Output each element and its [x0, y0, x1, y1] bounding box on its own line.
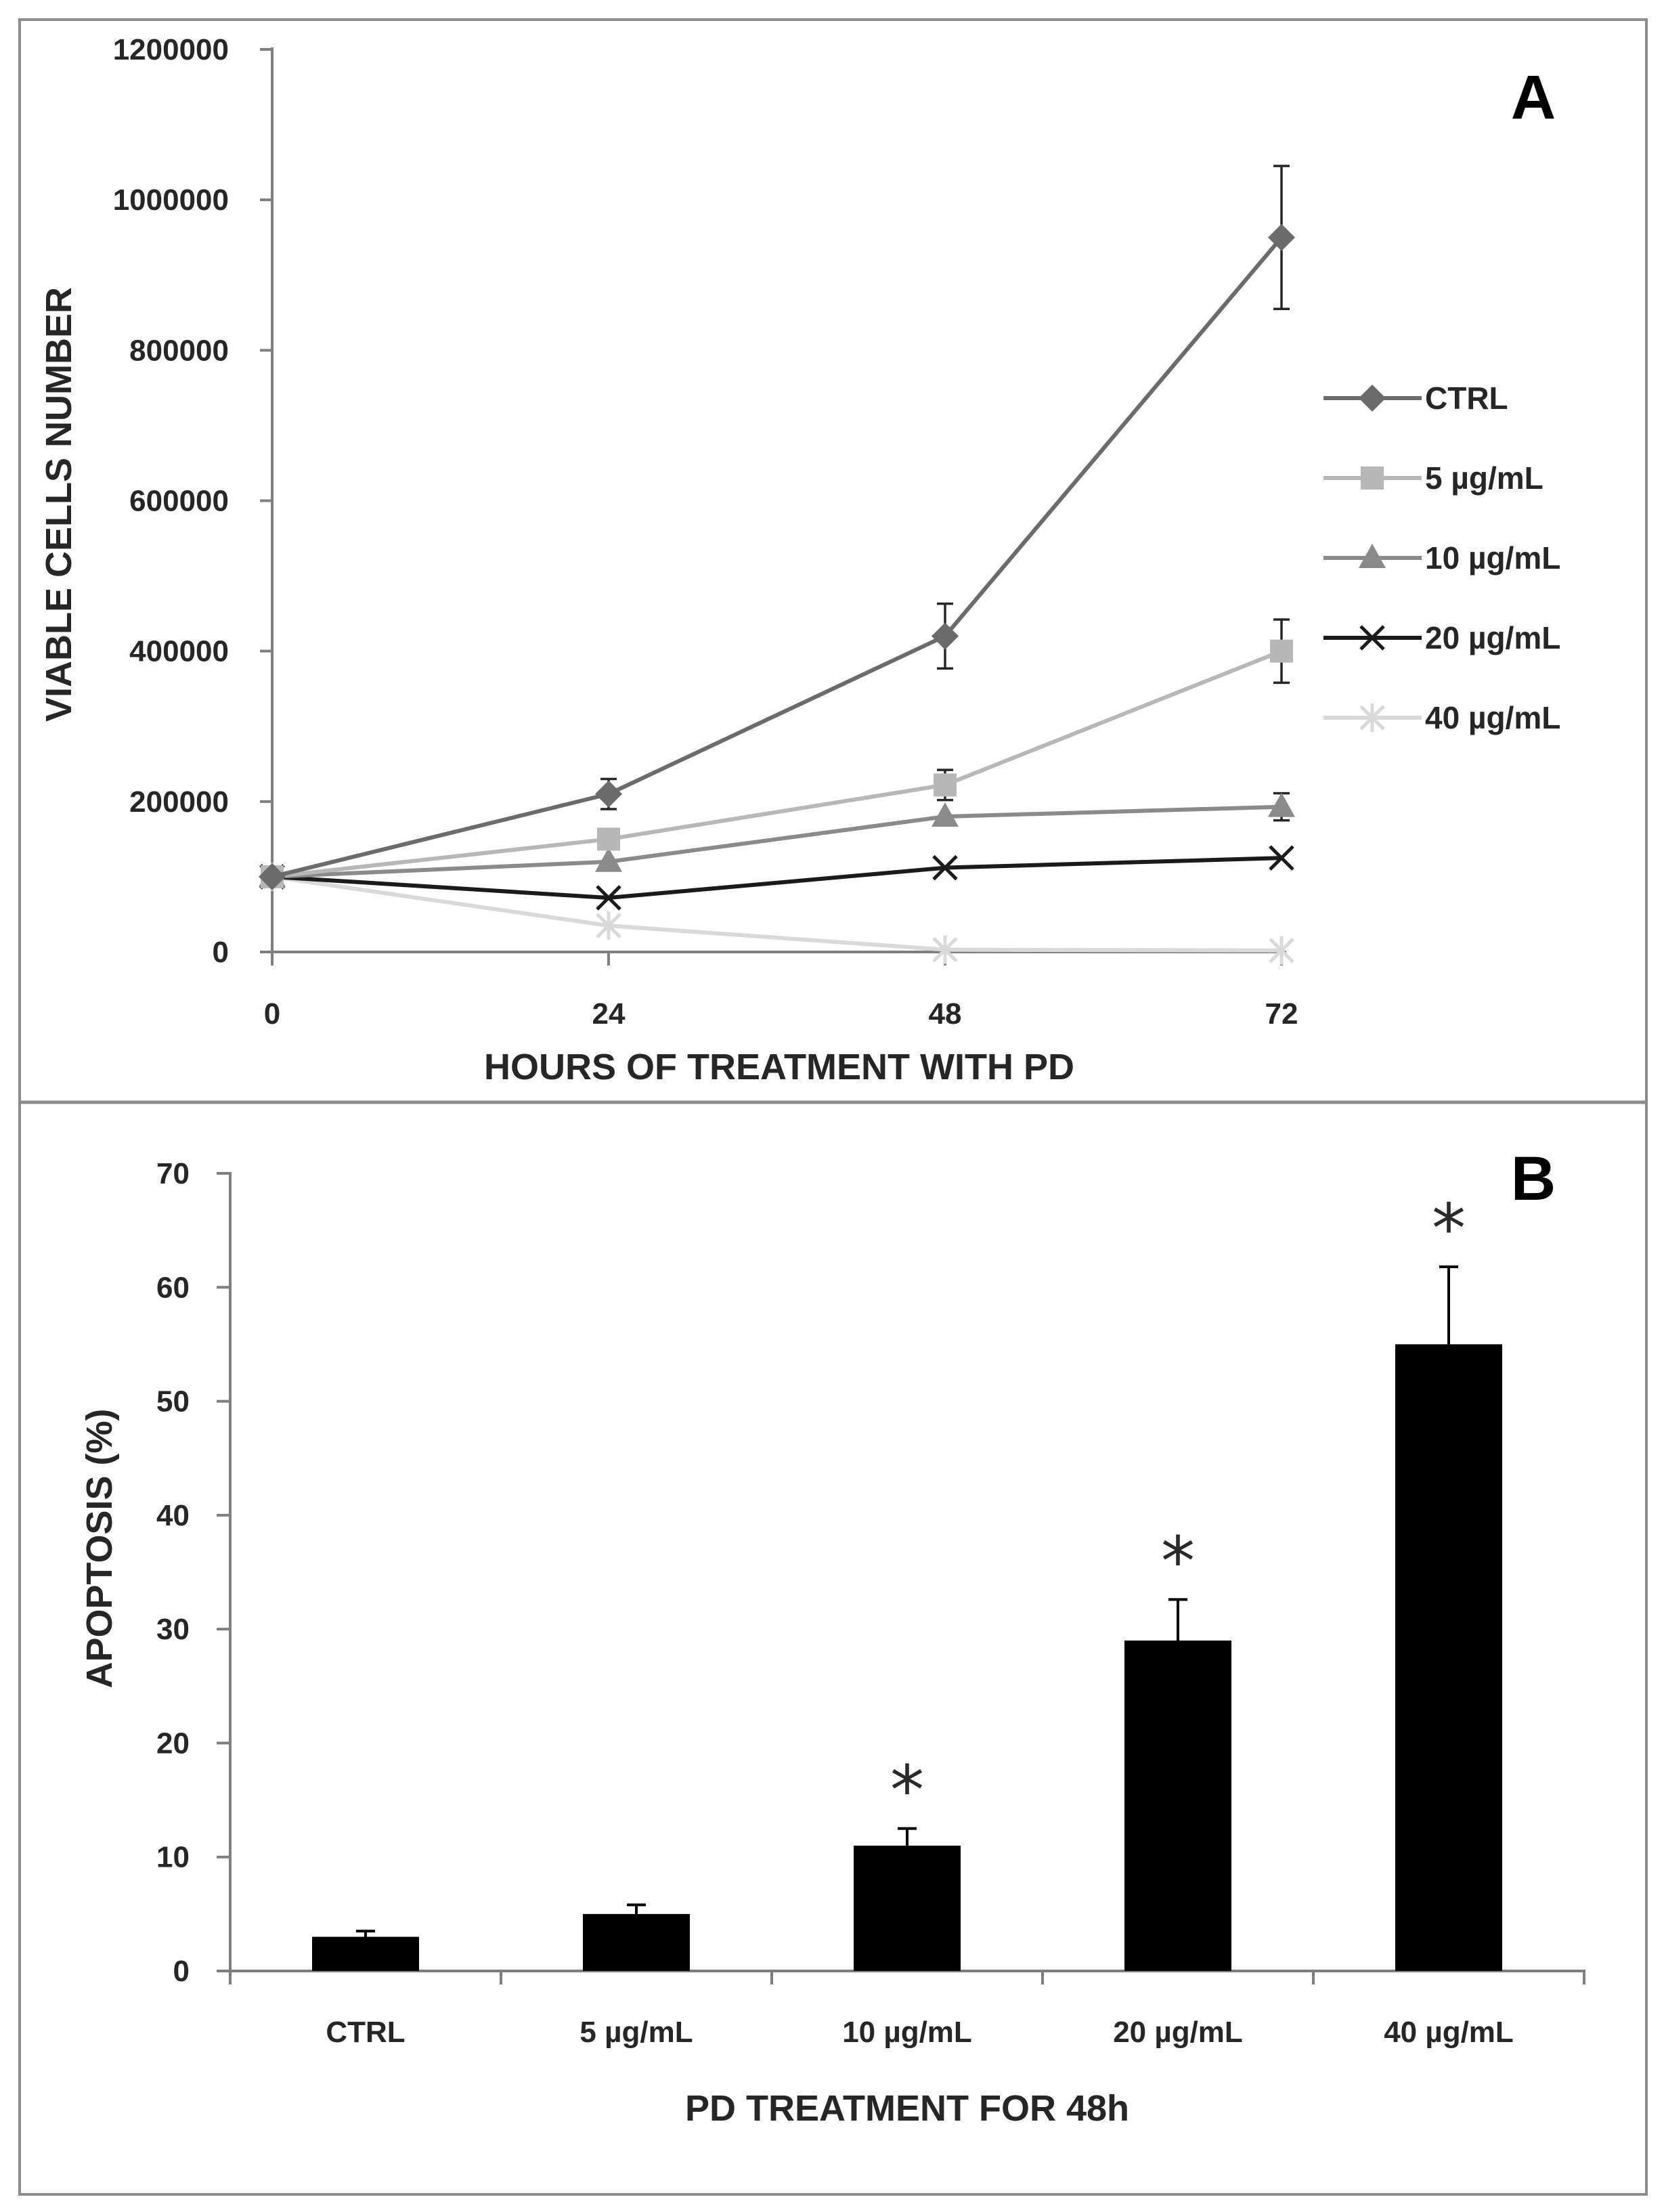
figure-border [18, 18, 1648, 2196]
panel-a-y-tick-label: 800000 [129, 334, 229, 367]
panel-b-y-tick-label: 70 [156, 1157, 190, 1190]
panel-a-legend-label: 10 µg/mL [1425, 540, 1560, 576]
panel-b-x-tick-label: 40 µg/mL [1384, 2016, 1514, 2049]
panel-a-legend-label: 5 µg/mL [1425, 460, 1543, 496]
panel-a-data-point [595, 847, 622, 872]
panel-a-letter: A [1511, 63, 1556, 132]
panel-a-x-tick-label: 24 [592, 997, 626, 1031]
panel-a-data-point [597, 827, 620, 851]
panel-a-data-point [259, 863, 286, 890]
panel-a-legend-entry: CTRL [1323, 381, 1508, 416]
panel-a-data-point [1268, 792, 1295, 817]
panel-b-significance-star: * [1161, 1521, 1195, 1601]
panel-a-data-point [1270, 639, 1293, 663]
panel-b-y-tick-label: 0 [173, 1955, 190, 1988]
panel-a-data-point [1268, 223, 1295, 251]
panel-a-legend-marker [1359, 625, 1385, 651]
panel-a-y-tick-label: 400000 [129, 635, 229, 668]
panel-a-y-tick-label: 0 [213, 936, 229, 969]
panel-a-data-point [595, 780, 622, 808]
panel-b-significance-star: * [1432, 1189, 1466, 1268]
panel-b-y-axis-title: APOPTOSIS (%) [79, 1408, 120, 1688]
panel-a-data-point [934, 773, 957, 797]
panel-b-y-tick-label: 10 [156, 1841, 190, 1874]
panel-a-x-tick-label: 48 [929, 997, 962, 1031]
panel-a-legend-entry: 10 µg/mL [1323, 540, 1560, 576]
panel-b-bar [1395, 1344, 1502, 1971]
panel-a-series-line [271, 236, 1284, 879]
panel-a-legend-label: CTRL [1425, 381, 1508, 416]
panel-b-y-tick-label: 30 [156, 1613, 190, 1646]
panel-a-legend-entry: 5 µg/mL [1323, 460, 1543, 496]
panel-b-significance-star: * [890, 1751, 924, 1830]
panel-a-y-tick-label: 1200000 [113, 33, 229, 66]
panel-a-data-point [932, 935, 958, 964]
panel-b-error-bar [898, 1827, 917, 1846]
panel-a-series [259, 165, 1295, 890]
panel-b-error-bar [1168, 1598, 1187, 1641]
panel-a-data-point [932, 802, 959, 827]
panel-a-data-point [1269, 845, 1294, 871]
panel-a-legend-marker [1359, 385, 1386, 412]
panel-b-bar [854, 1845, 961, 1971]
panel-a-series-line [271, 804, 1282, 879]
panel-b-bar [312, 1936, 419, 1971]
panel-a-series-line [271, 874, 1282, 953]
panel-b-x-tick-label: 20 µg/mL [1113, 2016, 1243, 2049]
panel-a-series [259, 791, 1295, 887]
panel-a-legend-label: 20 µg/mL [1425, 620, 1560, 655]
panel-b-error-bar [627, 1903, 646, 1914]
panel-a-legend-marker [1359, 703, 1385, 732]
panel-b-error-bar [1439, 1265, 1458, 1345]
panel-a-line-chart: A 0 200000 400000 600000 800000 1000000 120000… [39, 33, 1560, 1087]
panel-b-y-tick-label: 60 [156, 1271, 190, 1304]
panel-a-series-line [271, 856, 1282, 901]
panel-a-legend-entry: 20 µg/mL [1323, 620, 1560, 655]
panel-b-x-axis-title: PD TREATMENT FOR 48h [685, 2088, 1129, 2129]
panel-b-y-tick-label: 40 [156, 1499, 190, 1532]
panel-b-y-tick-label: 50 [156, 1385, 190, 1418]
panel-a-x-tick-label: 0 [264, 997, 280, 1031]
panel-a-data-point [596, 885, 621, 911]
panel-a-y-tick-label: 600000 [129, 485, 229, 518]
panel-b-bar [583, 1913, 690, 1971]
panel-b-bar-chart: B 0 10 20 30 40 50 60 70 CTRL 5 µg/mL 10 µg/mL 20 … [79, 1144, 1585, 2129]
panel-a-x-tick-label: 72 [1265, 997, 1298, 1031]
panel-a-data-point [596, 911, 621, 940]
panel-b-y-tick-label: 20 [156, 1727, 190, 1760]
panel-a-y-axis-title: VIABLE CELLS NUMBER [39, 287, 79, 722]
panel-b-error-bar [356, 1930, 375, 1937]
panel-a-data-point [1269, 936, 1294, 965]
panel-a-data-point [932, 622, 959, 650]
panel-a-series-line [271, 649, 1283, 879]
panel-a-data-point [932, 854, 958, 881]
panel-a-legend-entry: 40 µg/mL [1323, 700, 1560, 735]
panel-b-x-tick-label: 5 µg/mL [579, 2016, 693, 2049]
panel-b-bar [1124, 1640, 1231, 1971]
panel-a-x-axis-title: HOURS OF TREATMENT WITH PD [484, 1047, 1074, 1087]
panel-b-x-tick-label: CTRL [326, 2016, 405, 2049]
panel-a-legend-marker [1361, 467, 1384, 490]
panel-b-x-tick-label: 10 µg/mL [842, 2016, 972, 2049]
panel-a-y-tick-label: 1000000 [113, 183, 229, 217]
panel-a-legend-marker [1359, 544, 1386, 568]
panel-b-letter: B [1511, 1144, 1556, 1213]
panel-a-y-tick-label: 200000 [129, 785, 229, 819]
panel-a-legend-label: 40 µg/mL [1425, 700, 1560, 735]
